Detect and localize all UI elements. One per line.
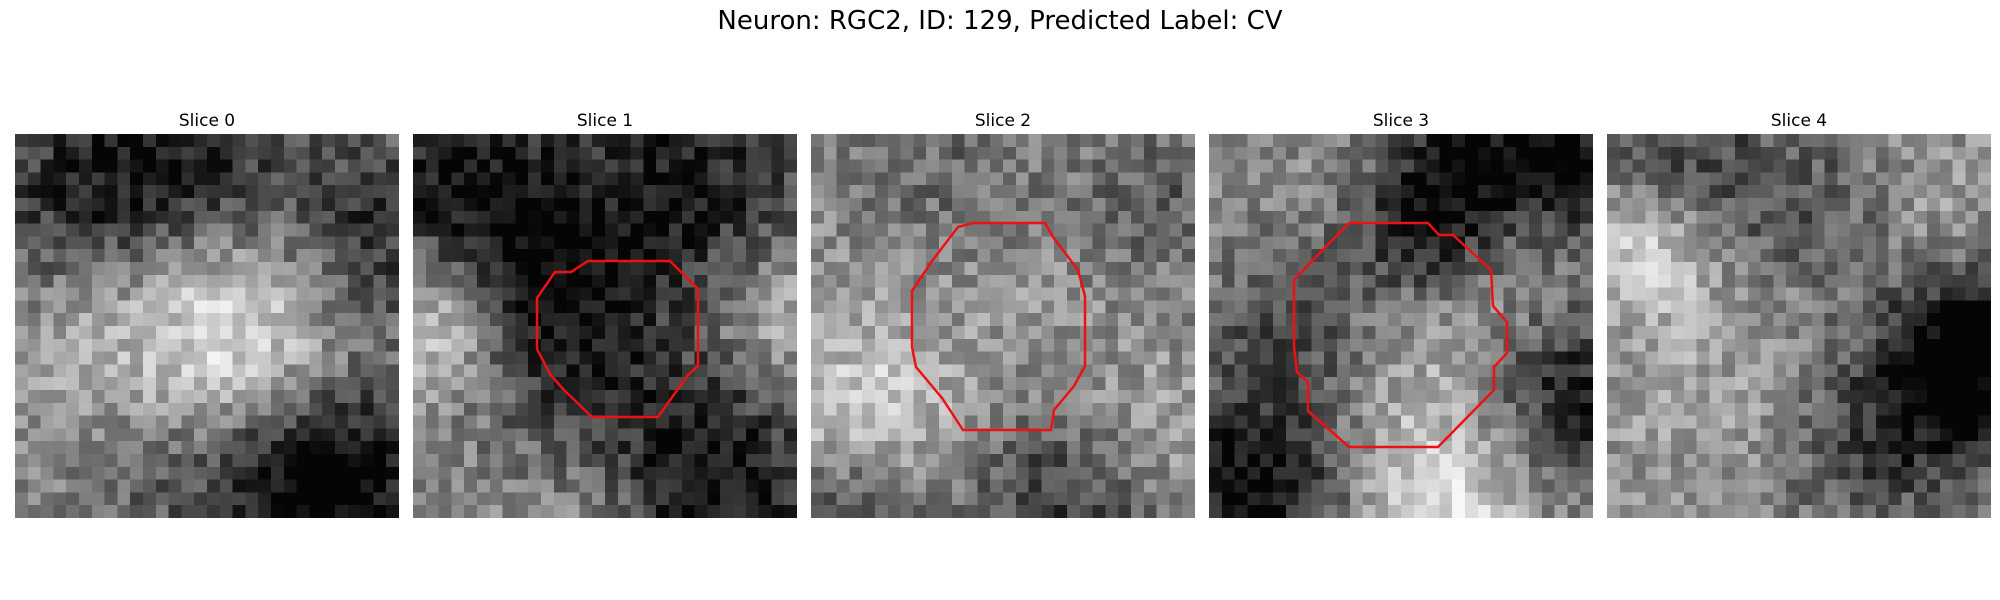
slice-panel-1: Slice 1 <box>413 108 797 518</box>
slice-panel-3: Slice 3 <box>1209 108 1593 518</box>
roi-outline <box>910 221 1087 432</box>
slice-image-2 <box>811 134 1195 518</box>
slice-title-1: Slice 1 <box>576 111 634 131</box>
slice-title-4: Slice 4 <box>1770 111 1828 131</box>
roi-outline <box>1292 221 1509 449</box>
slice-image-1 <box>413 134 797 518</box>
slice-title-0: Slice 0 <box>178 111 236 131</box>
slice-image-4 <box>1607 134 1991 518</box>
roi-outline <box>535 259 700 419</box>
slice-image-0 <box>15 134 399 518</box>
roi-contour-2 <box>910 221 1087 432</box>
slice-panel-2: Slice 2 <box>811 108 1195 518</box>
slice-panel-0: Slice 0 <box>15 108 399 518</box>
slice-image-3 <box>1209 134 1593 518</box>
slice-title-3: Slice 3 <box>1372 111 1430 131</box>
figure-title: Neuron: RGC2, ID: 129, Predicted Label: … <box>717 6 1283 36</box>
roi-contour-1 <box>535 259 700 419</box>
slice-panel-4: Slice 4 <box>1607 108 1991 518</box>
roi-contour-3 <box>1292 221 1509 449</box>
slice-title-2: Slice 2 <box>974 111 1032 131</box>
